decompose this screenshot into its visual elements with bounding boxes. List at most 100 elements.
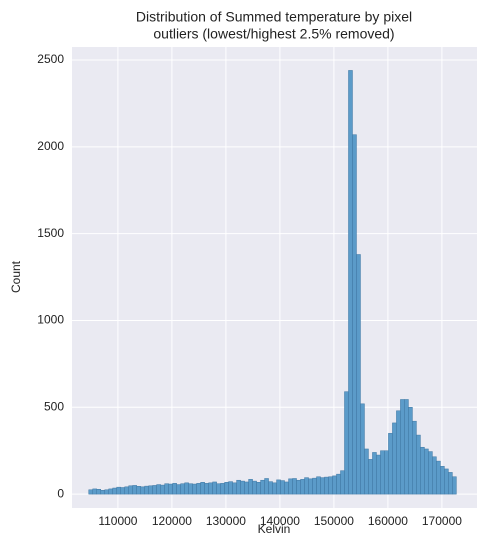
bar — [412, 420, 417, 495]
bar — [136, 486, 141, 495]
y-tick-label: 2500 — [37, 52, 64, 66]
bar — [148, 485, 153, 495]
bar — [364, 448, 369, 495]
bar — [300, 479, 305, 495]
bar — [200, 482, 205, 495]
bar — [188, 483, 193, 495]
bar — [392, 422, 397, 495]
y-tick-label: 1500 — [37, 226, 64, 240]
bar — [436, 460, 441, 495]
bar — [252, 480, 257, 495]
bar — [168, 483, 173, 495]
bar — [276, 479, 281, 495]
bar — [440, 466, 445, 495]
bar — [416, 434, 421, 495]
bar — [404, 399, 409, 495]
bar — [160, 484, 165, 495]
bar — [400, 399, 405, 495]
x-tick-label: 120000 — [152, 514, 192, 528]
bar — [140, 486, 145, 495]
y-tick-label: 0 — [57, 486, 64, 500]
x-tick-label: 140000 — [260, 514, 300, 528]
bar — [236, 479, 241, 495]
bar — [216, 483, 221, 495]
bar — [376, 454, 381, 495]
bar — [424, 448, 429, 495]
bar — [332, 475, 337, 495]
bar — [348, 70, 353, 495]
bar — [220, 483, 225, 495]
bar — [340, 470, 345, 495]
bar — [96, 488, 101, 495]
bar — [284, 481, 289, 495]
bar — [420, 446, 425, 495]
bar — [388, 433, 393, 495]
bar — [280, 480, 285, 495]
bar — [408, 407, 413, 495]
bar — [144, 485, 149, 495]
bar — [368, 459, 373, 495]
bar — [380, 450, 385, 495]
bar — [292, 478, 297, 495]
bar — [156, 484, 161, 495]
bar — [240, 480, 245, 495]
bar — [428, 451, 433, 495]
bar — [208, 482, 213, 495]
bar — [320, 477, 325, 495]
x-tick-label: 110000 — [98, 514, 137, 528]
bar — [328, 476, 333, 495]
bar — [360, 403, 365, 495]
bar — [444, 468, 449, 495]
bar — [88, 489, 93, 495]
bar — [184, 482, 189, 495]
x-tick-label: 170000 — [422, 514, 462, 528]
y-tick-label: 1000 — [37, 313, 64, 327]
bar — [296, 479, 301, 495]
bar — [316, 476, 321, 495]
bar — [120, 487, 125, 495]
bar — [372, 452, 377, 495]
bar — [152, 485, 157, 495]
chart-title: Distribution of Summed temperature by pi… — [136, 9, 412, 25]
bar — [172, 483, 177, 495]
bar — [448, 472, 453, 495]
x-axis-label: Kelvin — [258, 522, 291, 536]
bar — [384, 450, 389, 495]
bar — [224, 482, 229, 495]
bar — [452, 476, 457, 495]
bar — [116, 486, 121, 495]
bar — [288, 478, 293, 495]
bar — [196, 483, 201, 495]
bar — [352, 134, 357, 495]
bar — [268, 481, 273, 495]
y-tick-label: 500 — [44, 399, 64, 413]
x-tick-label: 150000 — [314, 514, 354, 528]
bar — [248, 479, 253, 495]
bar — [312, 477, 317, 495]
bar — [132, 485, 137, 495]
bar — [112, 487, 117, 495]
bar — [100, 490, 105, 495]
y-tick-label: 2000 — [37, 139, 64, 153]
y-axis-label: Count — [9, 260, 23, 293]
bar — [304, 477, 309, 495]
bar — [180, 483, 185, 495]
bar — [324, 476, 329, 495]
bar — [264, 478, 269, 495]
bar — [336, 473, 341, 495]
bar — [92, 488, 97, 495]
bar — [192, 483, 197, 495]
bar — [232, 482, 237, 495]
bar — [256, 482, 261, 495]
bar — [244, 481, 249, 495]
x-tick-label: 130000 — [206, 514, 246, 528]
bar — [308, 478, 313, 495]
bar — [124, 486, 129, 495]
bar — [228, 481, 233, 495]
bar — [260, 479, 265, 495]
x-tick-label: 160000 — [368, 514, 408, 528]
bar — [272, 482, 277, 495]
bar — [212, 481, 217, 495]
bar — [396, 410, 401, 495]
